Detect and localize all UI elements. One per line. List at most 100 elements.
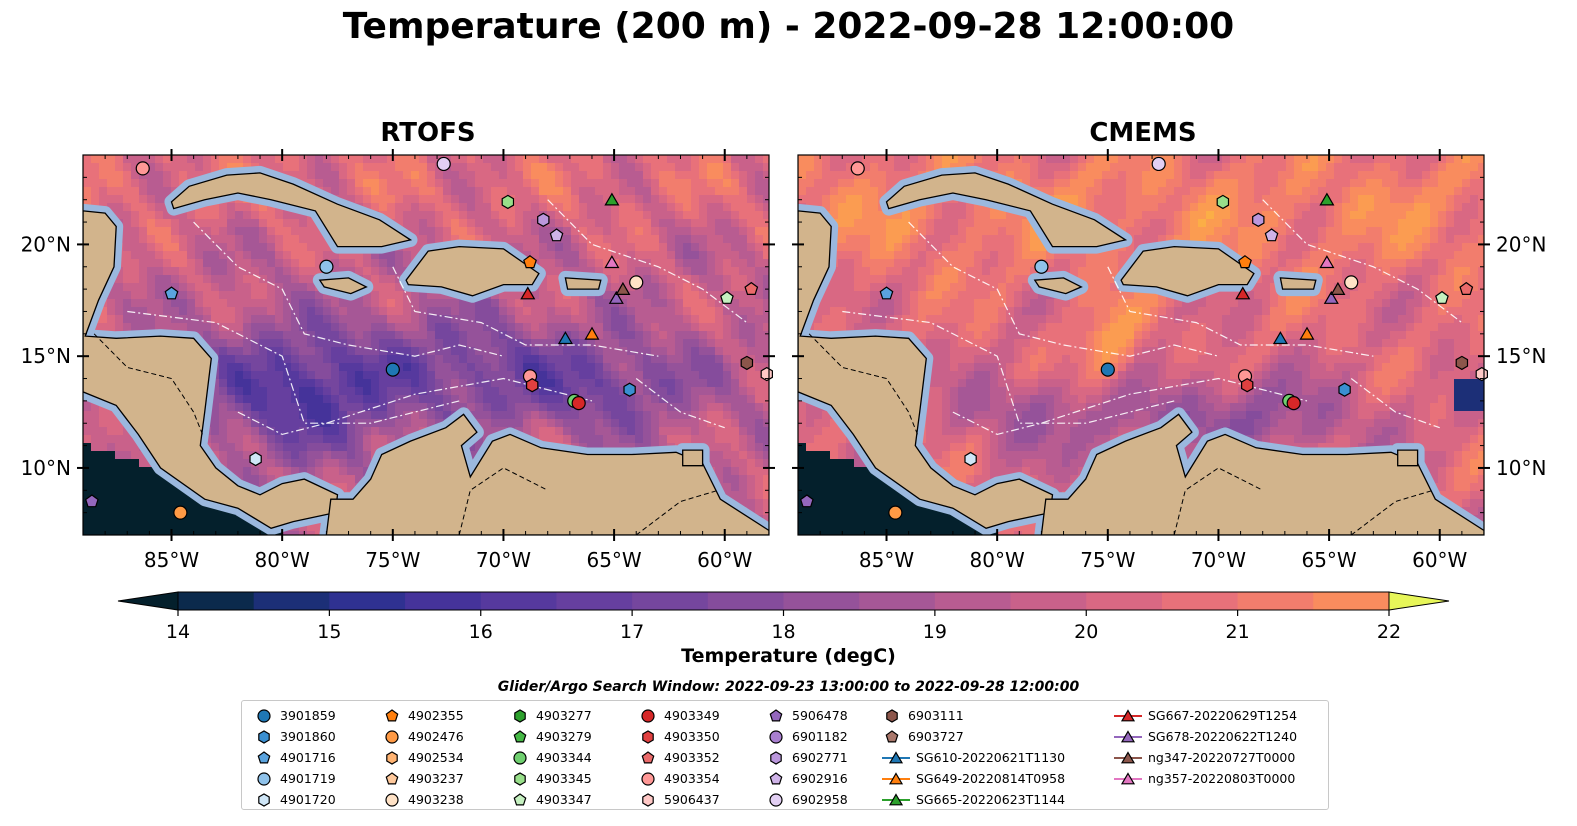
platform-marker[interactable]	[1338, 382, 1351, 397]
platform-marker[interactable]	[604, 192, 620, 206]
platform-marker[interactable]	[525, 378, 539, 393]
pentagon-marker-icon	[385, 771, 399, 784]
platform-marker[interactable]	[1252, 212, 1265, 227]
hexagon-marker-icon	[886, 708, 898, 723]
circle-marker-icon	[769, 729, 783, 744]
pentagon-marker-icon	[513, 792, 527, 805]
platform-marker[interactable]	[584, 326, 600, 340]
platform-marker[interactable]	[720, 290, 734, 304]
platform-marker[interactable]	[164, 286, 179, 300]
legend-item-label: SG678-20220622T1240	[1148, 729, 1298, 744]
platform-marker[interactable]	[964, 451, 977, 467]
land-cuba	[885, 172, 1128, 248]
platform-marker[interactable]	[523, 255, 537, 269]
platform-marker[interactable]	[888, 505, 903, 520]
platform-marker[interactable]	[84, 494, 99, 508]
legend-item: 4902476	[382, 726, 464, 747]
legend-item: 4903350	[638, 726, 720, 747]
platform-marker[interactable]	[744, 281, 759, 295]
pentagon-marker-icon	[769, 708, 783, 721]
map-frame	[82, 154, 770, 536]
platform-marker[interactable]	[1455, 355, 1469, 371]
platform-marker[interactable]	[799, 494, 814, 508]
legend-item: 4901716	[254, 747, 336, 768]
platform-marker[interactable]	[1151, 156, 1166, 172]
circle-marker-icon	[641, 708, 655, 723]
platform-marker[interactable]	[385, 362, 400, 377]
y-tick-label: 20°N	[1496, 232, 1546, 256]
platform-marker[interactable]	[436, 156, 451, 172]
land-centralamerica	[798, 210, 1054, 530]
platform-marker[interactable]	[879, 286, 894, 300]
map-frame	[797, 154, 1485, 536]
platform-marker[interactable]	[1216, 194, 1230, 210]
platform-marker[interactable]	[1286, 396, 1301, 411]
legend-item-label: 4901720	[280, 792, 336, 807]
platform-marker[interactable]	[1330, 281, 1346, 295]
legend-item-label: 4902355	[408, 708, 464, 723]
triangle-marker-icon	[1114, 750, 1142, 763]
platform-marker[interactable]	[740, 355, 754, 371]
legend-item: 6902771	[766, 747, 848, 768]
x-tick-label: 70°W	[1191, 548, 1246, 572]
platform-marker[interactable]	[1235, 286, 1251, 300]
platform-marker[interactable]	[571, 396, 586, 411]
hexagon-marker-icon	[514, 708, 526, 723]
legend-item-label: 4902476	[408, 729, 464, 744]
hexagon-marker-icon	[770, 750, 782, 765]
platform-marker[interactable]	[1459, 281, 1474, 295]
platform-marker[interactable]	[615, 281, 631, 295]
platform-marker[interactable]	[623, 382, 636, 397]
land-centralamerica	[83, 210, 339, 530]
legend-item-label: 4903277	[536, 708, 592, 723]
platform-marker[interactable]	[608, 290, 624, 304]
platform-marker[interactable]	[1435, 290, 1449, 304]
platform-marker[interactable]	[520, 286, 536, 300]
map-panel-cmems[interactable]: 85°W 80°W 75°W 70°W 65°W 60°W 10°N 15°N 20°N	[792, 149, 1546, 572]
platform-marker[interactable]	[1100, 362, 1115, 377]
platform-marker[interactable]	[549, 228, 564, 242]
platform-marker[interactable]	[1240, 378, 1254, 393]
platform-marker[interactable]	[135, 161, 150, 176]
triangle-marker-icon	[1114, 771, 1142, 784]
triangle-marker-icon	[1114, 708, 1142, 721]
circle-marker-icon	[385, 792, 399, 807]
platform-marker[interactable]	[1319, 192, 1335, 206]
colorbar-tick-label: 20	[1074, 621, 1098, 643]
legend-item: ng347-20220727T0000	[1114, 747, 1295, 768]
map-panel-rtofs[interactable]: 85°W 80°W 75°W 70°W 65°W 60°W 10°N 15°N 20°N	[21, 149, 775, 572]
legend-item-label: 4903279	[536, 729, 592, 744]
platform-marker[interactable]	[537, 212, 550, 227]
platform-marker[interactable]	[557, 331, 573, 345]
platform-marker[interactable]	[1238, 255, 1252, 269]
colorbar-tick-label: 19	[923, 621, 947, 643]
circle-marker-icon	[769, 792, 783, 807]
platform-marker[interactable]	[501, 194, 515, 210]
x-tick-label: 75°W	[1080, 548, 1135, 572]
legend-item: 5906437	[638, 789, 720, 810]
x-tick-label: 80°W	[970, 548, 1025, 572]
platform-marker[interactable]	[760, 366, 774, 382]
x-tick-label: 65°W	[1301, 548, 1356, 572]
legend-item-label: 3901860	[280, 729, 336, 744]
y-tick-label: 10°N	[21, 456, 71, 480]
x-tick-label: 85°W	[859, 548, 914, 572]
platform-marker[interactable]	[1272, 331, 1288, 345]
platform-marker[interactable]	[629, 275, 644, 290]
land-trinidad	[1397, 449, 1419, 467]
platform-marker[interactable]	[249, 451, 262, 467]
platform-marker[interactable]	[1299, 326, 1315, 340]
platform-marker[interactable]	[1034, 259, 1049, 274]
platform-marker[interactable]	[1344, 275, 1359, 290]
legend-item: 4903349	[638, 705, 720, 726]
legend-item: 4903344	[510, 747, 592, 768]
platform-marker[interactable]	[319, 259, 334, 274]
platform-marker[interactable]	[1319, 255, 1335, 269]
platform-marker[interactable]	[604, 255, 620, 269]
legend-item: 4903347	[510, 789, 592, 810]
platform-marker[interactable]	[173, 505, 188, 520]
platform-marker[interactable]	[1323, 290, 1339, 304]
platform-marker[interactable]	[1264, 228, 1279, 242]
platform-marker[interactable]	[850, 161, 865, 176]
